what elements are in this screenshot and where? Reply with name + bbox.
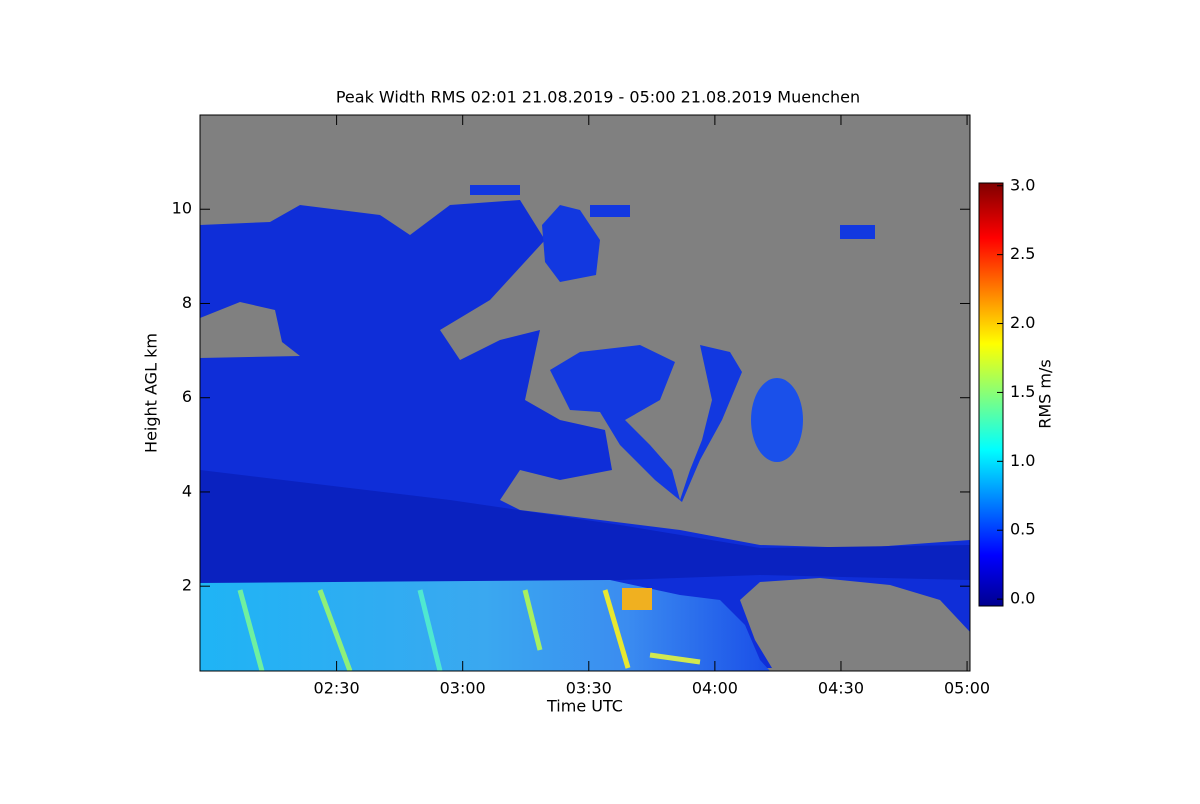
y-tick-label: 6 — [182, 387, 192, 406]
colorbar-tick-label: 0.5 — [1010, 520, 1035, 539]
echo-gap — [200, 302, 300, 358]
echo-region — [200, 470, 970, 585]
x-tick-label: 04:00 — [692, 679, 738, 698]
x-tick-label: 05:00 — [944, 679, 990, 698]
colorbar-tick-label: 3.0 — [1010, 175, 1035, 194]
x-tick-label: 03:00 — [440, 679, 486, 698]
y-tick-label: 2 — [182, 576, 192, 595]
x-axis-label: Time UTC — [546, 697, 623, 716]
chart-title: Peak Width RMS 02:01 21.08.2019 - 05:00 … — [336, 88, 860, 107]
echo-streaks — [237, 588, 701, 671]
colorbar-tick-label: 1.0 — [1010, 451, 1035, 470]
y-tick-label: 10 — [172, 199, 192, 218]
y-tick-label: 4 — [182, 481, 192, 500]
echo-region — [840, 225, 875, 239]
colorbar-tick-label: 2.0 — [1010, 313, 1035, 332]
y-tick-label: 8 — [182, 293, 192, 312]
echo-region — [550, 345, 742, 502]
colorbar-tick-label: 0.0 — [1010, 589, 1035, 608]
x-tick-label: 03:30 — [566, 679, 612, 698]
echo-region — [751, 378, 803, 462]
colorbar-tick-label: 2.5 — [1010, 244, 1035, 263]
plot-area — [200, 115, 970, 671]
colorbar-label: RMS m/s — [1036, 359, 1055, 428]
echo-region — [590, 205, 630, 217]
y-axis-label: Height AGL km — [142, 333, 161, 453]
x-tick-label: 04:30 — [818, 679, 864, 698]
plot-frame — [199, 114, 971, 672]
colorbar — [978, 182, 1004, 607]
echo-region — [542, 205, 600, 282]
x-tick-label: 02:30 — [314, 679, 360, 698]
radar-field — [200, 185, 970, 671]
colorbar-tick-label: 1.5 — [1010, 382, 1035, 401]
echo-region — [470, 185, 520, 195]
